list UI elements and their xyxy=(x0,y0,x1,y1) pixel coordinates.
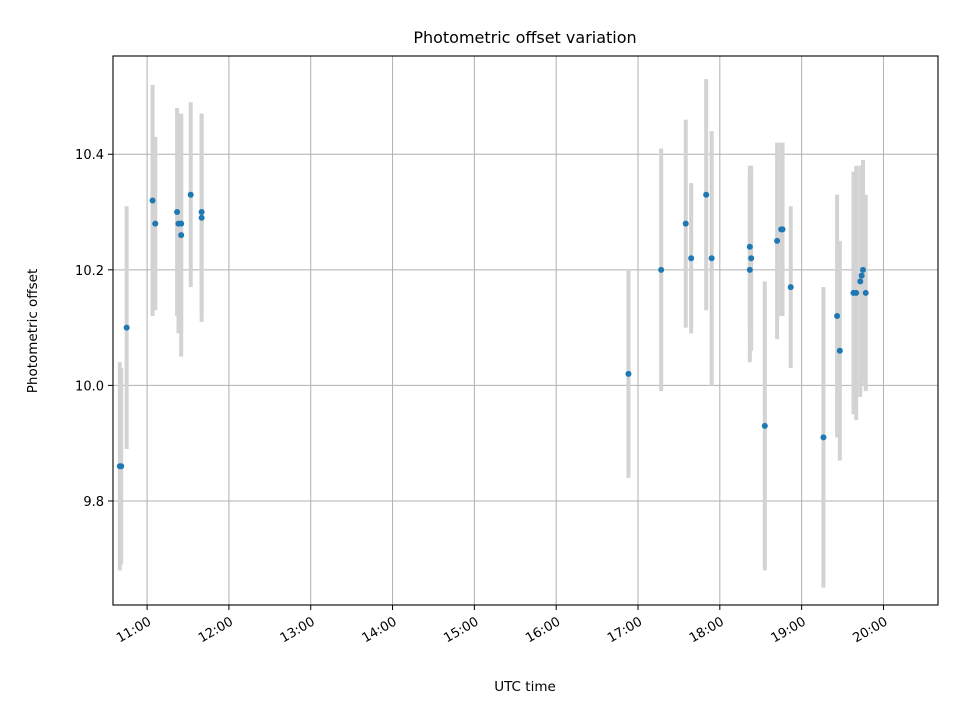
data-point xyxy=(774,237,781,244)
data-point xyxy=(836,347,843,354)
grid xyxy=(113,56,938,605)
data-point xyxy=(688,255,695,262)
data-point xyxy=(853,289,860,296)
chart-title: Photometric offset variation xyxy=(413,28,636,47)
data-point xyxy=(703,191,710,198)
data-point xyxy=(682,220,689,227)
data-point xyxy=(860,266,866,273)
data-point xyxy=(748,255,755,262)
x-axis-label: UTC time xyxy=(494,679,556,695)
data-point xyxy=(746,243,753,250)
y-tick-label: 10.0 xyxy=(75,379,104,394)
data-point xyxy=(174,209,181,216)
data-point xyxy=(761,422,768,429)
data-point xyxy=(178,232,185,239)
y-tick-label: 10.4 xyxy=(75,148,104,163)
y-axis-label: Photometric offset xyxy=(25,269,41,393)
data-points xyxy=(116,191,869,470)
data-point xyxy=(198,214,205,221)
plot-frame xyxy=(112,55,939,606)
data-point xyxy=(178,220,185,227)
data-point xyxy=(862,289,869,296)
data-point xyxy=(152,220,159,227)
y-tick-label: 9.8 xyxy=(83,495,104,510)
y-tick-label: 10.2 xyxy=(75,264,104,279)
data-point xyxy=(123,324,130,331)
data-point xyxy=(834,313,841,320)
data-point xyxy=(857,278,864,285)
data-point xyxy=(198,209,205,216)
data-point xyxy=(187,191,194,198)
data-point xyxy=(658,266,665,273)
data-point xyxy=(779,226,786,233)
data-point xyxy=(149,197,156,204)
data-point xyxy=(858,272,865,279)
data-point xyxy=(708,255,715,262)
data-point xyxy=(625,370,632,377)
data-point xyxy=(746,266,753,273)
data-point xyxy=(820,434,827,441)
data-point xyxy=(787,284,794,291)
data-point xyxy=(118,463,125,470)
